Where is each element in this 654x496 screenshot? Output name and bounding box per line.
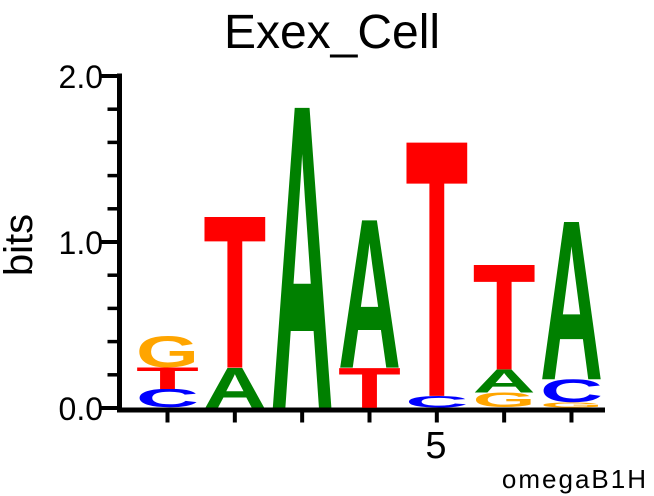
logo-letter-G-pos1: G [136,328,199,377]
logo-letter-A-pos6: A [473,362,536,400]
chart-title: Exex_Cell [224,6,440,59]
logo-letter-G-pos6: G [473,389,536,412]
logo-letter-T-pos5: T [405,64,468,475]
logo-letter-T-pos4: T [338,356,401,420]
logo-letter-A-pos7: A [540,173,603,428]
logo-letter-A-pos3: A [271,13,334,496]
fineprint-label: omegaB1H [502,464,648,494]
logo-letter-C-pos7: C [540,373,603,409]
x-tick-label-5: 5 [425,425,446,467]
logo-letter-T-pos1: T [136,361,199,396]
logo-letter-A-pos2: A [203,356,266,420]
logo-letter-C-pos1: C [136,384,199,412]
y-tick-label-1: 1.0 [59,225,103,261]
logo-letter-T-pos2: T [203,171,266,415]
ticks-layer [101,74,574,423]
y-tick-label-2: 2.0 [59,59,103,95]
logo-letter-C-pos5: C [405,393,468,411]
y-tick-label-0: 0.0 [59,391,103,427]
logo-letter-G-pos7: G [540,401,603,409]
y-axis-label: bits [0,214,41,276]
logo-letter-A-pos4: A [338,175,401,413]
logo-letter-T-pos6: T [473,234,536,403]
